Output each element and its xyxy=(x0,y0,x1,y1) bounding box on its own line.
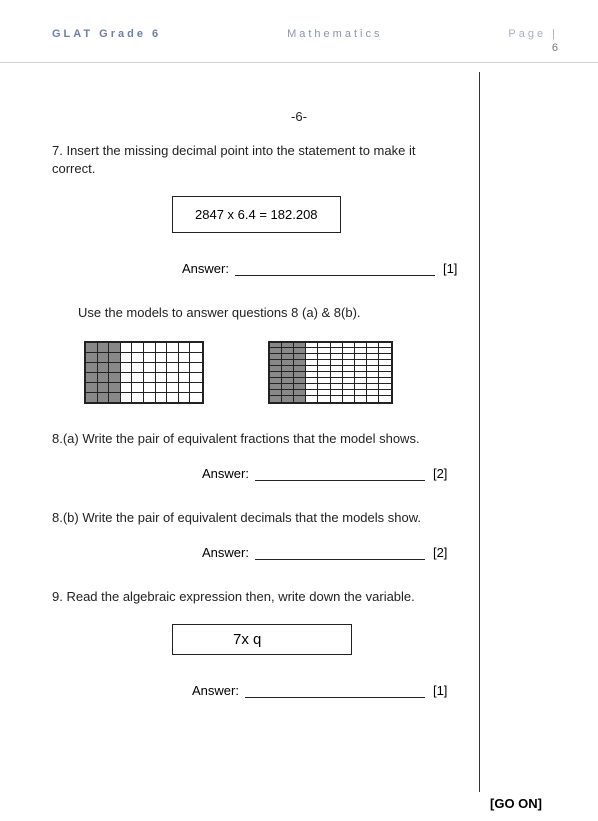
q9-answer-blank[interactable] xyxy=(245,684,425,698)
page-header: GLAT Grade 6 Mathematics Page | 6 xyxy=(0,0,598,63)
q8b-text: 8.(b) Write the pair of equivalent decim… xyxy=(52,509,546,527)
q8a-answer-label: Answer: xyxy=(202,466,249,481)
q7-answer-line: Answer: [1] xyxy=(182,261,546,276)
q8b-answer-line: Answer: [2] xyxy=(202,545,546,560)
q7-answer-blank[interactable] xyxy=(235,262,435,276)
header-center: Mathematics xyxy=(287,28,382,40)
q8b-marks: [2] xyxy=(433,545,447,560)
q7-answer-label: Answer: xyxy=(182,261,229,276)
q8b-answer-blank[interactable] xyxy=(255,546,425,560)
header-right: Page | 6 xyxy=(508,28,558,54)
go-on: [GO ON] xyxy=(490,796,542,811)
q8a-answer-line: Answer: [2] xyxy=(202,466,546,481)
q7-equation-box: 2847 x 6.4 = 182.208 xyxy=(52,196,546,261)
header-left: GLAT Grade 6 xyxy=(52,28,161,40)
foot-page-number: -6- xyxy=(52,109,546,124)
model-1 xyxy=(84,341,204,404)
q9-expression-box: 7x q xyxy=(52,624,546,683)
models-container xyxy=(84,341,546,404)
models-intro: Use the models to answer questions 8 (a)… xyxy=(52,304,546,322)
q8a-marks: [2] xyxy=(433,466,447,481)
q9-marks: [1] xyxy=(433,683,447,698)
q9-answer-line: Answer: [1] xyxy=(192,683,546,698)
page-number: 6 xyxy=(508,42,558,54)
page-label: Page | xyxy=(508,28,558,40)
q9-answer-label: Answer: xyxy=(192,683,239,698)
q9-text: 9. Read the algebraic expression then, w… xyxy=(52,588,546,606)
q7-text: 7. Insert the missing decimal point into… xyxy=(52,142,546,178)
model-2 xyxy=(268,341,393,404)
q8a-text: 8.(a) Write the pair of equivalent fract… xyxy=(52,430,546,448)
q8b-answer-label: Answer: xyxy=(202,545,249,560)
q7-marks: [1] xyxy=(443,261,457,276)
q9-expression: 7x q xyxy=(172,624,352,655)
q7-equation: 2847 x 6.4 = 182.208 xyxy=(172,196,341,233)
q8a-answer-blank[interactable] xyxy=(255,467,425,481)
content: -6- 7. Insert the missing decimal point … xyxy=(0,63,598,698)
